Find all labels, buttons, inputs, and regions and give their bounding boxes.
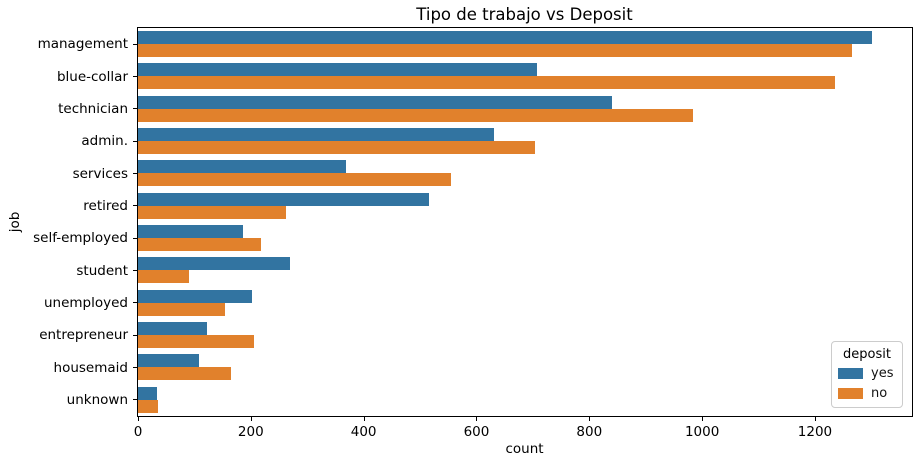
bar-group-retired bbox=[138, 190, 912, 222]
bars-layer bbox=[138, 28, 912, 416]
bar-entrepreneur-no bbox=[138, 335, 254, 349]
bar-group-services bbox=[138, 157, 912, 189]
legend-title: deposit bbox=[843, 347, 891, 362]
legend-label-no: no bbox=[871, 385, 888, 401]
y-axis-label: job bbox=[7, 211, 23, 233]
bar-services-no bbox=[138, 173, 451, 187]
legend-swatch-no bbox=[838, 387, 863, 399]
ytick-mark bbox=[133, 173, 138, 174]
xtick-label-400: 400 bbox=[350, 424, 377, 440]
xtick-label-600: 600 bbox=[463, 424, 490, 440]
ytick-label-unknown: unknown bbox=[66, 391, 128, 408]
ytick-mark bbox=[133, 205, 138, 207]
bar-group-admin. bbox=[138, 125, 912, 157]
ytick-label-blue-collar: blue-collar bbox=[56, 68, 128, 85]
xtick-mark bbox=[814, 416, 816, 421]
ytick-mark bbox=[133, 108, 138, 110]
bar-student-yes bbox=[138, 257, 290, 271]
xtick-label-200: 200 bbox=[237, 424, 264, 440]
ytick-mark bbox=[133, 270, 138, 271]
bar-group-self-employed bbox=[138, 222, 912, 254]
ytick-label-technician: technician bbox=[58, 100, 128, 117]
xtick-mark bbox=[250, 416, 252, 421]
bar-group-technician bbox=[138, 93, 912, 125]
legend: deposit yes no bbox=[831, 341, 903, 408]
ytick-mark bbox=[133, 237, 138, 239]
bar-retired-yes bbox=[138, 192, 430, 206]
chart-title: Tipo de trabajo vs Deposit bbox=[416, 5, 633, 24]
xtick-label-1200: 1200 bbox=[797, 424, 833, 440]
ytick-label-admin.: admin. bbox=[81, 133, 128, 150]
x-axis-label: count bbox=[505, 441, 544, 457]
ytick-mark bbox=[133, 302, 138, 304]
xtick-mark bbox=[702, 416, 704, 421]
xtick-label-0: 0 bbox=[133, 424, 143, 440]
bar-retired-no bbox=[138, 205, 286, 219]
legend-swatch-yes bbox=[838, 368, 863, 380]
bar-group-unemployed bbox=[138, 287, 912, 319]
ytick-mark bbox=[133, 76, 138, 77]
bar-unemployed-yes bbox=[138, 289, 252, 303]
bar-unemployed-no bbox=[138, 302, 226, 316]
bar-housemaid-no bbox=[138, 367, 232, 381]
xtick-label-1000: 1000 bbox=[684, 424, 720, 440]
bar-group-management bbox=[138, 28, 912, 60]
ytick-mark bbox=[133, 399, 138, 401]
plot-area: management blue-collar technician admin. ser… bbox=[33, 27, 913, 440]
bar-housemaid-yes bbox=[138, 354, 200, 368]
ytick-label-unemployed: unemployed bbox=[43, 294, 128, 311]
bar-self-employed-yes bbox=[138, 225, 244, 239]
bar-group-student bbox=[138, 254, 912, 286]
bar-entrepreneur-yes bbox=[138, 322, 208, 336]
bar-group-housemaid bbox=[138, 351, 912, 383]
bar-group-blue-collar bbox=[138, 60, 912, 92]
bar-admin.-yes bbox=[138, 128, 494, 142]
bar-management-yes bbox=[138, 31, 872, 45]
xtick-mark bbox=[138, 416, 139, 421]
ytick-mark bbox=[133, 367, 138, 368]
bar-self-employed-no bbox=[138, 238, 261, 252]
xtick-mark bbox=[589, 416, 591, 421]
ytick-label-self-employed: self-employed bbox=[33, 230, 128, 247]
legend-label-yes: yes bbox=[871, 366, 894, 382]
legend-entry-no: no bbox=[832, 384, 902, 404]
ytick-mark bbox=[133, 43, 138, 45]
bar-technician-no bbox=[138, 108, 693, 122]
bar-group-entrepreneur bbox=[138, 319, 912, 351]
legend-entry-yes: yes bbox=[832, 364, 902, 384]
ytick-label-housemaid: housemaid bbox=[53, 359, 128, 376]
bar-services-yes bbox=[138, 160, 347, 174]
ytick-label-services: services bbox=[72, 165, 128, 182]
ytick-label-entrepreneur: entrepreneur bbox=[39, 327, 128, 344]
bar-admin.-no bbox=[138, 141, 535, 155]
xtick-mark bbox=[476, 416, 478, 421]
bar-unknown-no bbox=[138, 399, 159, 413]
bar-blue-collar-no bbox=[138, 76, 836, 90]
ytick-label-management: management bbox=[37, 36, 128, 53]
ytick-mark bbox=[133, 140, 138, 142]
ytick-label-retired: retired bbox=[83, 197, 128, 214]
xtick-mark bbox=[363, 416, 365, 421]
legend-entries: yes no bbox=[832, 364, 902, 403]
bar-management-no bbox=[138, 44, 852, 58]
bar-unknown-yes bbox=[138, 386, 158, 400]
bar-student-no bbox=[138, 270, 190, 284]
bar-technician-yes bbox=[138, 95, 612, 109]
ytick-mark bbox=[133, 334, 138, 336]
bar-blue-collar-yes bbox=[138, 63, 538, 77]
xtick-label-800: 800 bbox=[576, 424, 603, 440]
ytick-label-student: student bbox=[76, 262, 128, 279]
bar-group-unknown bbox=[138, 384, 912, 416]
